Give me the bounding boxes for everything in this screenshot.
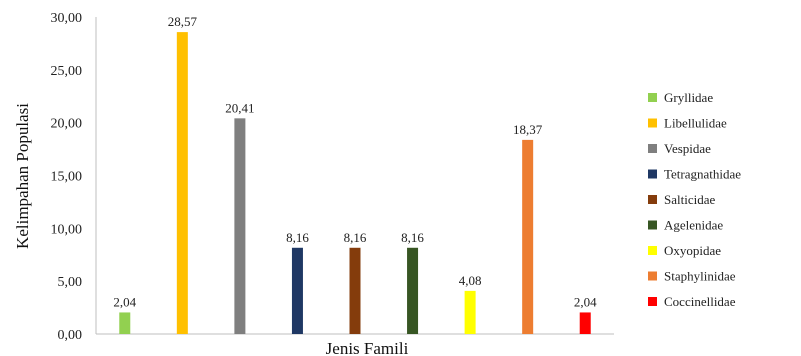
bar-coccinellidae xyxy=(579,312,591,334)
data-label-oxyopidae: 4,08 xyxy=(459,273,482,288)
legend-item-salticidae: Salticidae xyxy=(648,192,715,207)
data-label-tetragnathidae: 8,16 xyxy=(286,230,309,245)
legend-swatch xyxy=(648,246,657,255)
legend-label: Vespidae xyxy=(664,141,711,156)
y-tick-label: 5,00 xyxy=(58,275,83,290)
bar-libellulidae xyxy=(176,32,188,335)
y-tick-label: 25,00 xyxy=(51,64,83,79)
y-tick-label: 30,00 xyxy=(51,11,83,26)
legend-label: Coccinellidae xyxy=(664,294,736,309)
y-tick-label: 0,00 xyxy=(58,328,83,343)
bar-gryllidae xyxy=(119,312,131,334)
y-axis-title: Kelimpahan Populasi xyxy=(13,103,32,249)
legend-label: Agelenidae xyxy=(664,218,723,233)
legend: Gryllidae Libellulidae Vespidae Tetragnathi… xyxy=(648,90,741,309)
data-label-vespidae: 20,41 xyxy=(225,100,254,115)
y-tick-label: 10,00 xyxy=(51,222,83,237)
legend-swatch xyxy=(648,297,657,306)
data-label-staphylinidae: 18,37 xyxy=(513,122,543,137)
legend-swatch xyxy=(648,220,657,230)
data-label-gryllidae: 2,04 xyxy=(113,294,136,309)
legend-item-coccinellidae: Coccinellidae xyxy=(648,294,736,309)
bar-salticidae xyxy=(349,247,361,334)
data-label-salticidae: 8,16 xyxy=(344,230,367,245)
bar-oxyopidae xyxy=(464,290,476,334)
legend-label: Staphylinidae xyxy=(664,269,736,284)
bar-tetragnathidae xyxy=(291,247,303,334)
bars xyxy=(119,32,591,335)
legend-swatch xyxy=(648,144,657,153)
x-axis-title: Jenis Famili xyxy=(326,339,409,356)
legend-label: Oxyopidae xyxy=(664,243,721,258)
data-label-agelenidae: 8,16 xyxy=(401,230,424,245)
legend-item-libellulidae: Libellulidae xyxy=(648,116,727,131)
legend-item-vespidae: Vespidae xyxy=(648,141,711,156)
legend-swatch xyxy=(648,271,657,281)
bar-agelenidae xyxy=(407,247,419,334)
y-axis-ticks: 0,00 5,00 10,00 15,00 20,00 25,00 30,00 xyxy=(51,11,83,343)
legend-label: Tetragnathidae xyxy=(664,167,741,182)
legend-swatch xyxy=(648,169,657,179)
legend-label: Gryllidae xyxy=(664,90,713,105)
legend-item-staphylinidae: Staphylinidae xyxy=(648,269,736,284)
legend-item-agelenidae: Agelenidae xyxy=(648,218,723,233)
bar-vespidae xyxy=(234,118,246,334)
y-tick-label: 15,00 xyxy=(51,170,83,185)
legend-swatch xyxy=(648,118,657,128)
legend-item-tetragnathidae: Tetragnathidae xyxy=(648,167,741,182)
y-tick-label: 20,00 xyxy=(51,117,83,132)
data-labels: 2,04 28,57 20,41 8,16 8,16 8,16 4,08 18,37 2,04 xyxy=(113,14,597,309)
legend-swatch xyxy=(648,195,657,204)
legend-swatch xyxy=(648,93,657,102)
legend-label: Libellulidae xyxy=(664,116,727,131)
data-label-libellulidae: 28,57 xyxy=(168,14,198,29)
data-label-coccinellidae: 2,04 xyxy=(574,294,597,309)
legend-item-gryllidae: Gryllidae xyxy=(648,90,713,105)
legend-item-oxyopidae: Oxyopidae xyxy=(648,243,721,258)
legend-label: Salticidae xyxy=(664,192,715,207)
bar-staphylinidae xyxy=(522,139,534,334)
